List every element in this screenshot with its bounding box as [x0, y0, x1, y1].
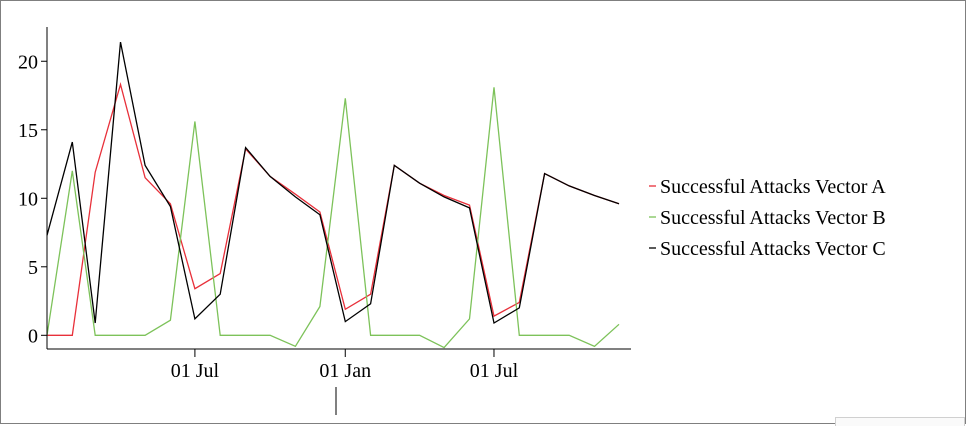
x-tick-label: 01 Jan [319, 360, 371, 382]
legend: Successful Attacks Vector A Successful At… [649, 176, 886, 260]
y-tick-label: 5 [28, 257, 38, 279]
axes [46, 27, 631, 415]
y-axis-ticks: 0 5 10 15 20 [18, 51, 47, 347]
x-tick-label: 01 Jul [470, 360, 519, 382]
y-tick-label: 10 [18, 188, 38, 210]
x-axis-ticks: 01 Jul 01 Jan 01 Jul [171, 349, 519, 382]
x-tick-label: 01 Jul [171, 360, 220, 382]
y-tick-label: 0 [28, 325, 38, 347]
legend-label: Successful Attacks Vector A [660, 176, 886, 198]
series-line-2 [46, 87, 620, 349]
y-tick-label: 20 [18, 51, 38, 73]
series-line-1 [47, 82, 620, 336]
corner-widget [835, 417, 965, 426]
legend-label: Successful Attacks Vector C [660, 238, 886, 260]
series-line-3 [46, 41, 620, 325]
y-tick-label: 15 [18, 120, 38, 142]
plot-lines [46, 41, 620, 349]
legend-label: Successful Attacks Vector B [660, 207, 886, 229]
